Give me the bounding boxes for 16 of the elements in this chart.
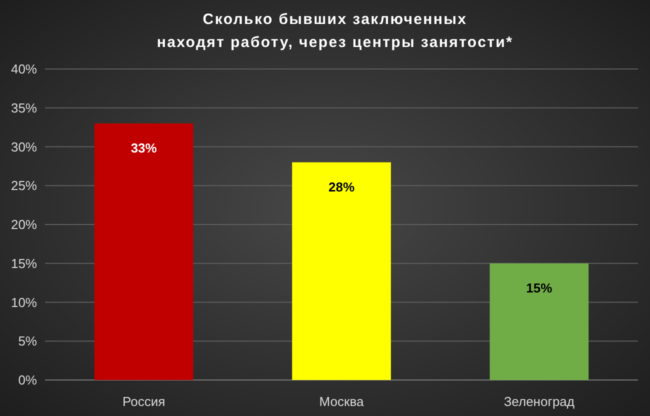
data-label: 28% [328, 179, 355, 194]
y-tick-label: 10% [10, 294, 38, 310]
y-tick-label: 40% [10, 62, 38, 77]
y-tick-label: 30% [10, 139, 38, 154]
y-tick-label: 5% [18, 334, 38, 349]
y-tick-label: 0% [18, 372, 38, 388]
x-tick-label: Россия [122, 394, 166, 409]
x-tick-label: Зеленоград [504, 394, 575, 409]
y-tick-label: 15% [10, 256, 38, 271]
x-tick-label: Москва [319, 394, 364, 409]
y-tick-label: 20% [10, 217, 38, 232]
chart-title: Сколько бывших заключенных находят работу, через центры занятости* [156, 11, 514, 51]
y-tick-label: 25% [10, 178, 38, 194]
data-label: 33% [130, 140, 158, 156]
y-tick-label: 35% [10, 100, 38, 116]
data-label: 15% [526, 280, 553, 296]
